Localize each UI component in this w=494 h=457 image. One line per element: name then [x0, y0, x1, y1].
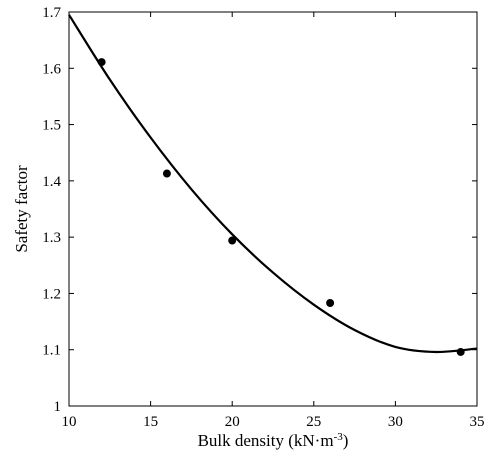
x-tick-label: 20 [225, 414, 240, 430]
x-tick-label: 30 [388, 414, 403, 430]
y-tick-label: 1.6 [42, 61, 61, 77]
data-point [97, 58, 106, 67]
y-tick-label: 1.4 [42, 174, 61, 190]
plot-frame [68, 11, 478, 407]
y-axis-label: Safety factor [12, 165, 31, 253]
x-tick-label: 25 [306, 414, 321, 430]
ticks-layer: 10 15 20 25 30 35 1 1.1 1.2 1.3 1.4 1.5 1.6 1.7 [42, 5, 484, 430]
fit-curve [68, 14, 478, 354]
y-tick-label: 1.1 [42, 343, 61, 359]
x-axis-label: Bulk density (kN·m-3) [198, 431, 349, 450]
x-tick-label: 15 [143, 414, 158, 430]
x-tick-label: 35 [470, 414, 485, 430]
data-point [456, 347, 465, 356]
data-point [326, 298, 335, 307]
data-point [228, 236, 237, 245]
data-points [97, 58, 465, 356]
y-tick-label: 1 [54, 399, 62, 415]
data-point [162, 169, 171, 178]
y-tick-label: 1.2 [42, 286, 61, 302]
x-axis-label-superscript: -3 [334, 431, 344, 443]
y-tick-label: 1.3 [42, 230, 61, 246]
y-tick-label: 1.7 [42, 5, 61, 21]
x-tick-label: 10 [62, 414, 77, 430]
y-tick-label: 1.5 [42, 118, 61, 134]
x-axis-label-main: Bulk density (kN·m [198, 431, 334, 450]
x-axis-label-end: ) [343, 431, 349, 450]
